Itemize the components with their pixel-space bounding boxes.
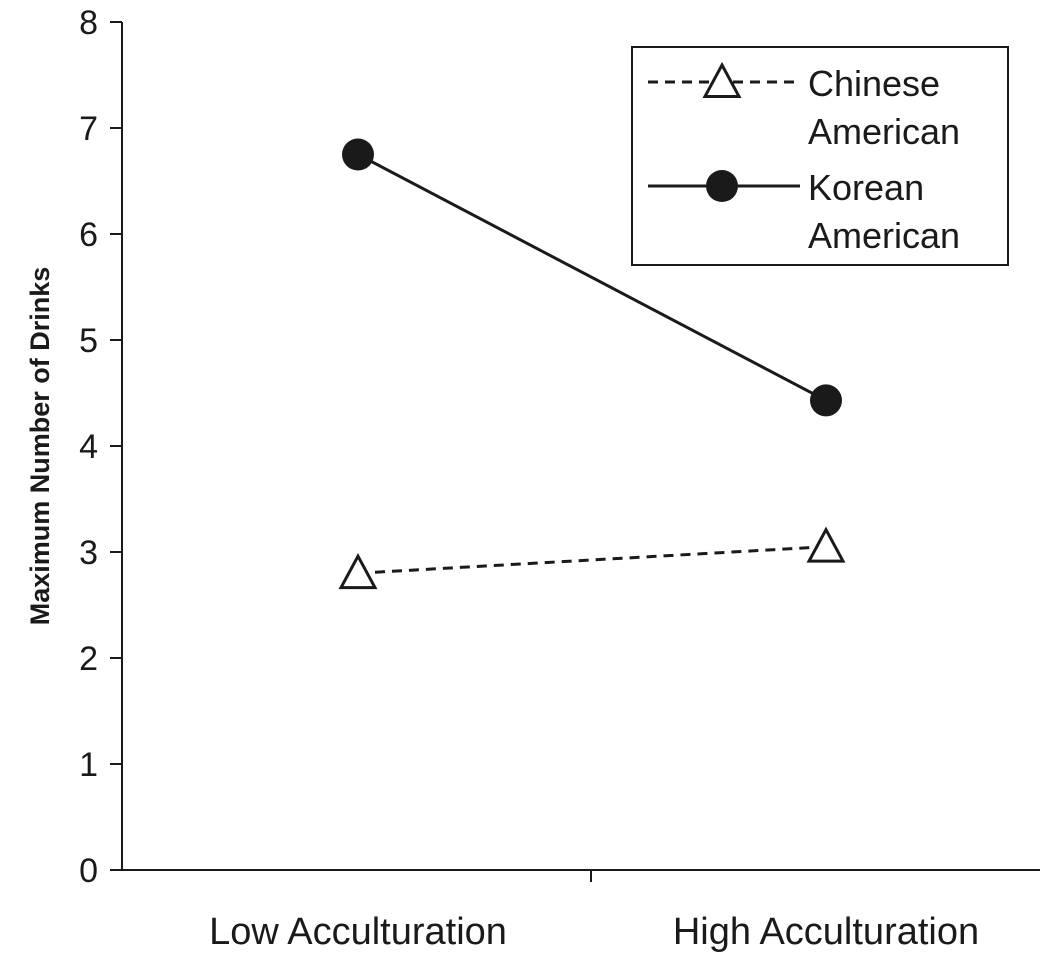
y-tick-label: 8 [79, 4, 98, 42]
y-tick-label: 5 [79, 322, 98, 360]
legend-items: Chinese American Korean American [648, 61, 960, 256]
legend-box [631, 46, 1009, 266]
y-axis-label: Maximum Number of Drinks [25, 267, 55, 626]
legend: Chinese American Korean American [631, 46, 1009, 266]
x-category-label: Low Acculturation [209, 911, 507, 953]
legend-label: American [808, 215, 960, 256]
y-tick-label: 4 [79, 428, 98, 466]
y-tick-label: 0 [79, 852, 98, 890]
legend-label: American [808, 111, 960, 152]
legend-marker [702, 61, 742, 98]
x-category-label: High Acculturation [673, 911, 979, 953]
y-tick-label: 2 [79, 640, 98, 678]
series-line [357, 545, 827, 575]
x-category-labels: Low Acculturation High Acculturation [209, 911, 979, 953]
y-tick-label: 6 [79, 216, 98, 254]
y-tick-label: 1 [79, 746, 98, 784]
series-layer [338, 138, 846, 590]
legend-item: Korean American [648, 167, 960, 256]
legend-item: Chinese American [648, 61, 960, 152]
legend-marker [706, 170, 738, 202]
series-line [357, 153, 827, 402]
legend-label: Korean [808, 167, 924, 208]
y-tick-label: 7 [79, 110, 98, 148]
legend-label: Chinese [808, 63, 940, 104]
y-tick-label: 3 [79, 534, 98, 572]
data-point [806, 526, 846, 563]
data-point [342, 138, 374, 171]
series-0 [338, 526, 846, 590]
series-1 [342, 138, 842, 417]
y-ticks: 0 1 2 3 4 5 6 7 8 [79, 4, 122, 890]
data-point [338, 553, 378, 590]
data-point [810, 384, 842, 417]
